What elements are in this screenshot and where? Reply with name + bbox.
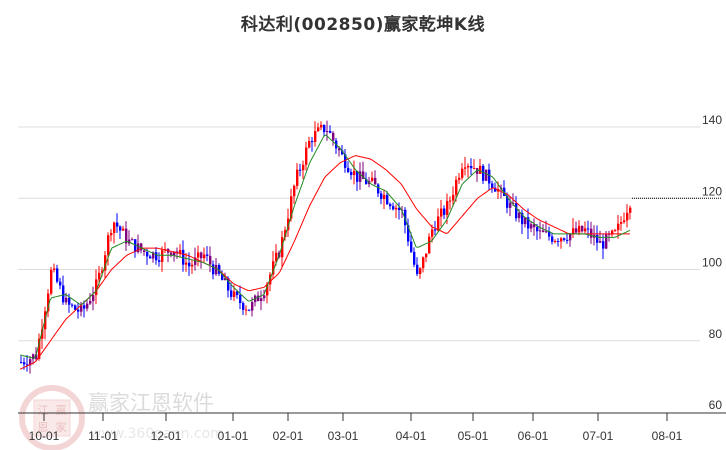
- x-tick-label: 11-01: [88, 429, 118, 443]
- x-tick-label: 04-01: [396, 429, 427, 443]
- x-tick-label: 10-01: [29, 429, 60, 443]
- x-tick-label: 06-01: [518, 429, 549, 443]
- x-tick-label: 01-01: [218, 429, 249, 443]
- x-tick-label: 03-01: [328, 429, 359, 443]
- watermark-brand: 赢家江恩软件: [88, 391, 214, 415]
- watermark: 江 赢 恩 家 赢家江恩软件 www.360gann.com: [19, 385, 224, 450]
- svg-text:恩: 恩: [38, 421, 49, 434]
- y-axis: 60 80 100 120 140: [702, 113, 722, 412]
- watermark-url: www.360gann.com: [90, 426, 224, 442]
- x-tick-label: 07-01: [583, 429, 614, 443]
- watermark-seal-icon: [19, 385, 85, 450]
- chart-title: 科达利(002850)赢家乾坤K线: [240, 15, 486, 35]
- x-axis: 10-01 11-01 12-01 01-01 02-01 03-01 04-01 05-01…: [18, 412, 726, 443]
- ma-long-line: [19, 155, 630, 370]
- candlesticks: [20, 120, 632, 374]
- x-tick-label: 02-01: [273, 429, 304, 443]
- y-tick-label: 140: [702, 113, 722, 127]
- x-tick-label: 08-01: [652, 429, 683, 443]
- svg-text:赢: 赢: [56, 403, 67, 417]
- grid-lines: [18, 126, 700, 342]
- x-tick-label: 12-01: [151, 429, 182, 443]
- x-tick-label: 05-01: [458, 429, 489, 443]
- ma-short-line: [19, 134, 631, 359]
- y-tick-label: 80: [709, 327, 723, 341]
- svg-text:江: 江: [38, 404, 49, 417]
- y-tick-label: 60: [709, 398, 723, 412]
- svg-text:家: 家: [56, 420, 67, 434]
- y-tick-label: 100: [702, 256, 722, 270]
- y-tick-label: 120: [702, 184, 722, 198]
